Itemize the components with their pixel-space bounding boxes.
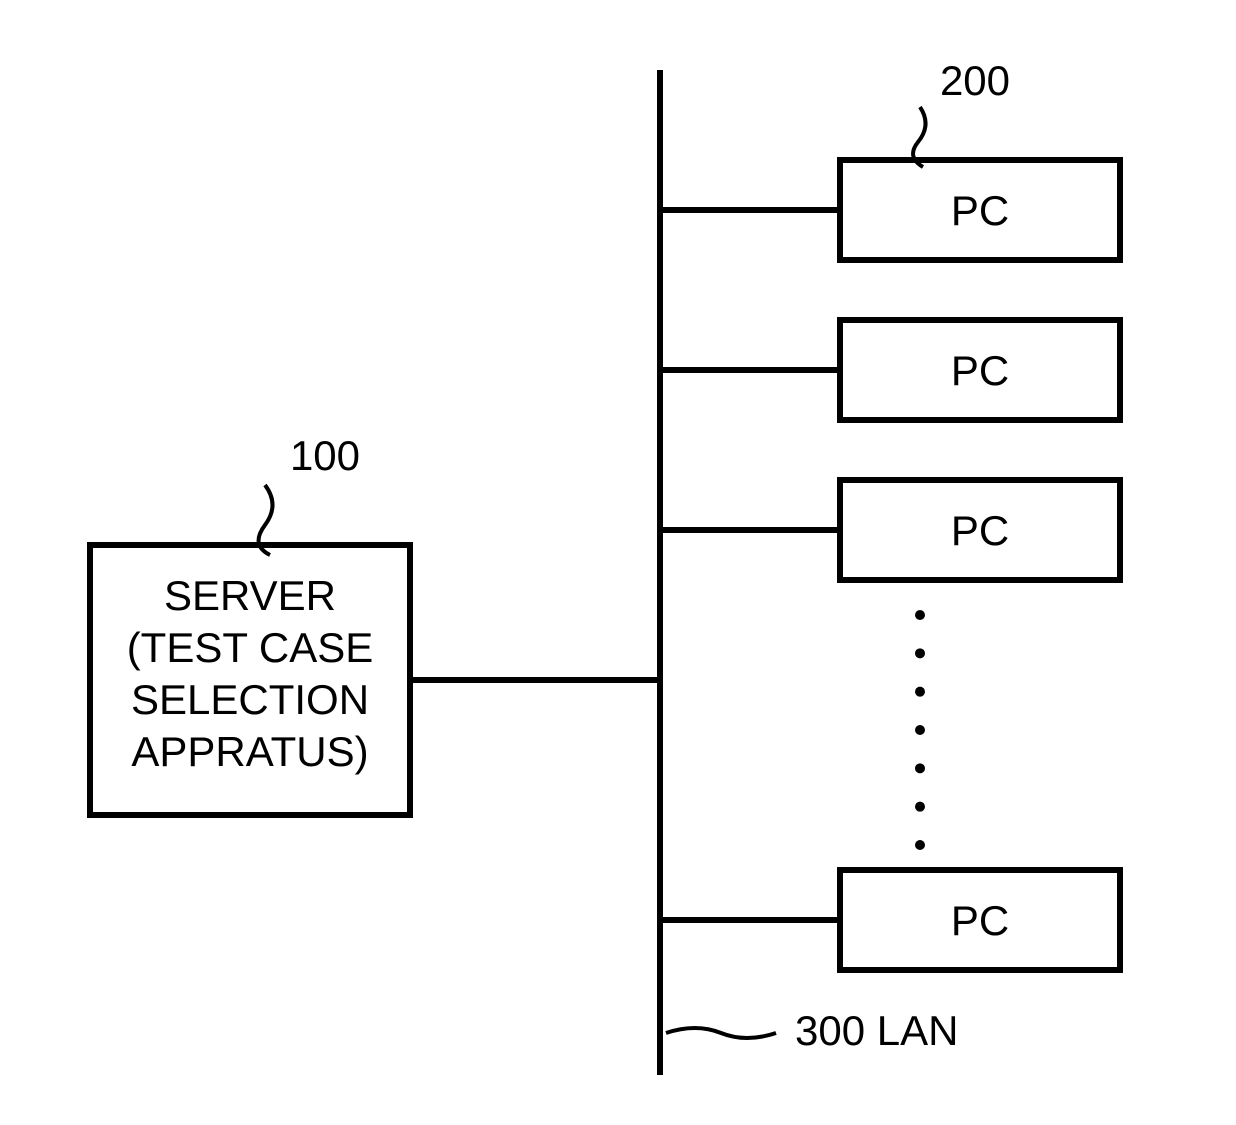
ellipsis-dot — [915, 725, 925, 735]
pc-label: PC — [951, 187, 1009, 234]
pc-label: PC — [951, 347, 1009, 394]
ellipsis-dot — [915, 610, 925, 620]
pc-box: PC — [840, 160, 1120, 260]
pc-ref-label: 200 — [940, 57, 1010, 104]
ellipsis-dot — [915, 763, 925, 773]
pc-box: PC — [840, 870, 1120, 970]
pc-label: PC — [951, 507, 1009, 554]
lan-ref-label: 300 LAN — [795, 1007, 958, 1054]
pc-box: PC — [840, 320, 1120, 420]
ellipsis-dot — [915, 648, 925, 658]
ellipsis-dot — [915, 802, 925, 812]
server-label-line: SELECTION — [131, 676, 369, 723]
ellipsis-dot — [915, 687, 925, 697]
server-label-line: (TEST CASE — [127, 624, 374, 671]
server-label-line: APPRATUS) — [131, 728, 368, 775]
pc-box: PC — [840, 480, 1120, 580]
server-box: SERVER (TEST CASE SELECTION APPRATUS) — [90, 545, 410, 815]
pc-label: PC — [951, 897, 1009, 944]
ellipsis-dot — [915, 840, 925, 850]
server-label-line: SERVER — [164, 572, 336, 619]
server-ref-label: 100 — [290, 432, 360, 479]
